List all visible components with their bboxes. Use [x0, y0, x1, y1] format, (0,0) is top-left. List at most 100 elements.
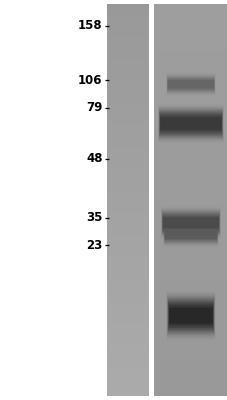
FancyBboxPatch shape — [166, 76, 214, 93]
Bar — [107, 151, 149, 153]
Bar — [107, 227, 149, 230]
Bar — [149, 4, 153, 396]
Bar — [153, 223, 227, 226]
Bar — [153, 356, 227, 359]
Bar — [153, 392, 227, 394]
Bar — [107, 74, 149, 76]
Bar — [107, 339, 149, 341]
Bar — [107, 172, 149, 174]
Bar — [107, 282, 149, 284]
Bar — [107, 360, 149, 363]
Bar — [153, 102, 227, 104]
Bar — [153, 76, 227, 78]
Bar — [153, 170, 227, 172]
Bar — [153, 288, 227, 290]
FancyBboxPatch shape — [164, 229, 217, 241]
FancyBboxPatch shape — [162, 218, 218, 228]
Bar — [107, 174, 149, 176]
Bar — [153, 184, 227, 186]
Bar — [107, 372, 149, 374]
Bar — [153, 206, 227, 208]
Text: 79: 79 — [86, 101, 102, 114]
FancyBboxPatch shape — [168, 308, 212, 324]
Bar — [107, 192, 149, 194]
Bar — [107, 131, 149, 133]
Bar — [153, 290, 227, 292]
Bar — [153, 60, 227, 63]
Bar — [153, 141, 227, 143]
Bar — [153, 15, 227, 18]
Bar — [153, 90, 227, 92]
Bar — [107, 368, 149, 370]
FancyBboxPatch shape — [159, 112, 221, 134]
Bar — [153, 190, 227, 192]
Bar — [107, 184, 149, 186]
Bar — [107, 178, 149, 180]
Bar — [153, 319, 227, 322]
FancyBboxPatch shape — [161, 209, 220, 237]
Bar — [153, 96, 227, 98]
Bar — [153, 274, 227, 276]
Bar — [107, 82, 149, 84]
Bar — [107, 84, 149, 86]
Bar — [153, 174, 227, 176]
Bar — [107, 325, 149, 327]
Bar — [153, 196, 227, 198]
Bar — [107, 23, 149, 26]
Bar — [153, 68, 227, 71]
Bar — [153, 147, 227, 149]
Bar — [153, 276, 227, 278]
Bar — [153, 339, 227, 341]
Bar — [107, 39, 149, 41]
Bar — [153, 346, 227, 349]
Bar — [107, 176, 149, 178]
Bar — [153, 229, 227, 231]
Bar — [107, 378, 149, 380]
Bar — [107, 102, 149, 104]
Bar — [107, 217, 149, 220]
Bar — [107, 137, 149, 139]
Bar — [107, 208, 149, 210]
Bar — [107, 154, 149, 157]
Bar — [153, 125, 227, 128]
FancyBboxPatch shape — [168, 306, 212, 325]
Bar — [153, 258, 227, 261]
Bar — [107, 117, 149, 120]
Bar — [153, 131, 227, 133]
Bar — [153, 298, 227, 300]
Bar — [153, 333, 227, 335]
Bar — [153, 100, 227, 102]
Bar — [107, 190, 149, 192]
Bar — [153, 172, 227, 174]
FancyBboxPatch shape — [167, 78, 214, 91]
Bar — [153, 364, 227, 366]
Bar — [107, 288, 149, 290]
Bar — [153, 56, 227, 59]
FancyBboxPatch shape — [161, 212, 219, 233]
Bar — [153, 309, 227, 312]
Bar — [153, 284, 227, 286]
Bar — [107, 111, 149, 114]
Bar — [153, 208, 227, 210]
Bar — [107, 311, 149, 314]
Bar — [107, 204, 149, 206]
Bar — [153, 306, 227, 308]
Bar — [153, 37, 227, 39]
Bar — [153, 282, 227, 284]
Bar — [153, 39, 227, 41]
Bar — [153, 31, 227, 34]
Bar — [107, 346, 149, 349]
Bar — [153, 21, 227, 24]
Bar — [107, 88, 149, 90]
Bar — [153, 370, 227, 372]
Bar — [107, 268, 149, 270]
Bar — [153, 260, 227, 263]
Bar — [107, 386, 149, 388]
Text: 23: 23 — [86, 238, 102, 252]
Bar — [107, 147, 149, 149]
Bar — [153, 225, 227, 228]
Bar — [153, 245, 227, 247]
Bar — [107, 245, 149, 247]
Bar — [153, 337, 227, 339]
Bar — [107, 233, 149, 235]
